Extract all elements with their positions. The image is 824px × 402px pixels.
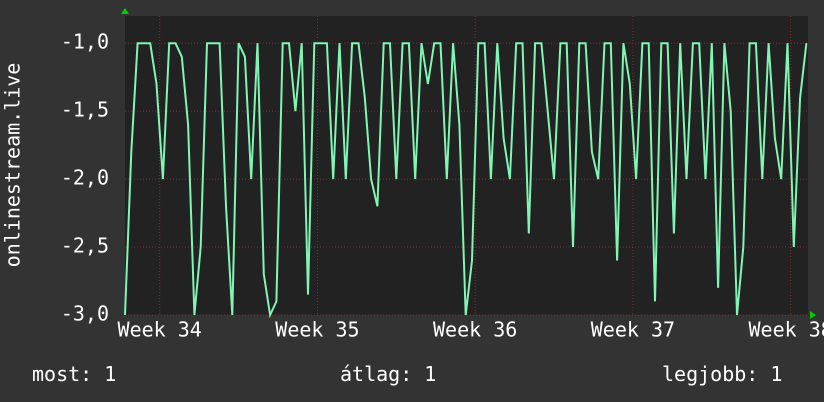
legend-label: legjobb: [662, 362, 758, 386]
y-axis-label: onlinestream.live [1, 63, 25, 268]
x-tick-label: Week 37 [591, 318, 675, 342]
legend-entry: legjobb: 1 [662, 362, 782, 386]
legend-entry: most: 1 [32, 362, 116, 386]
x-tick-label: Week 34 [118, 318, 202, 342]
legend-value: 1 [770, 362, 782, 386]
y-tick-label: -3,0 [61, 302, 109, 326]
legend-label: most: [32, 362, 92, 386]
plot: -3,0 -2,5 -2,0 -1,5 -1,0 Week 34 Week 35 Week 3… [61, 16, 824, 342]
y-tick-label: -1,0 [61, 30, 109, 54]
y-tick-label: -1,5 [61, 98, 109, 122]
axis-arrow [121, 8, 129, 14]
y-tick-label: -2,5 [61, 234, 109, 258]
x-tick-label: Week 36 [433, 318, 517, 342]
legend-label: átlag: [340, 362, 412, 386]
x-tick-label: Week 35 [275, 318, 359, 342]
series-line [124, 42, 808, 319]
legend-value: 1 [104, 362, 116, 386]
legend-entry: átlag: 1 [340, 362, 436, 386]
y-tick-label: -2,0 [61, 166, 109, 190]
x-tick-label: Week 38 [749, 318, 824, 342]
axis-arrow [810, 311, 816, 319]
legend-value: 1 [424, 362, 436, 386]
